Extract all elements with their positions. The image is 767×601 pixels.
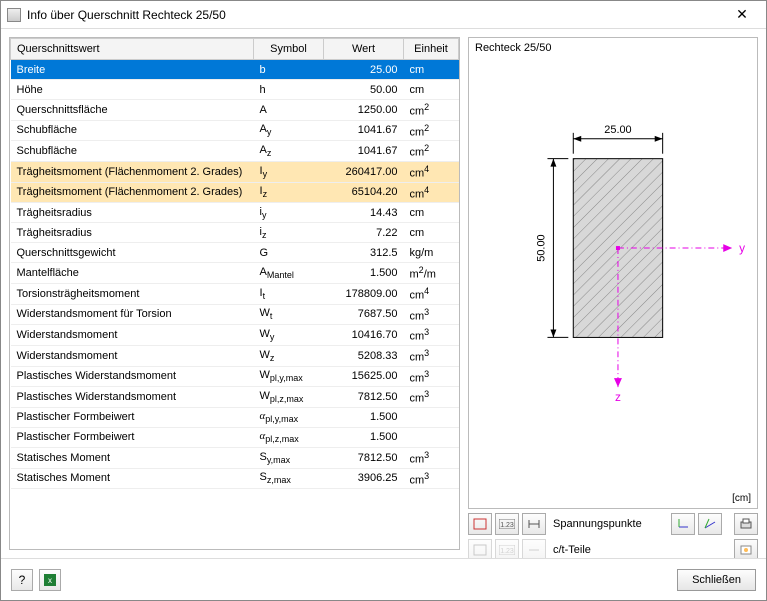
- table-row[interactable]: QuerschnittsflächeA1250.00cm2: [11, 100, 459, 121]
- col-symbol-header[interactable]: Symbol: [254, 39, 324, 60]
- window: Info über Querschnitt Rechteck 25/50 ✕ Q…: [0, 0, 767, 601]
- dim-width: 25.00: [604, 124, 631, 136]
- close-button[interactable]: Schließen: [677, 569, 756, 591]
- tool-extent-icon[interactable]: [468, 513, 492, 535]
- section-preview: Rechteck 25/50: [468, 37, 758, 509]
- tool-extent2-icon: [468, 539, 492, 558]
- toolbar-label-2: c/t-Teile: [553, 544, 731, 556]
- table-row[interactable]: Plastischer Formbeiwertαpl,y,max1.500: [11, 407, 459, 427]
- table-row[interactable]: TorsionsträgheitsmomentIt178809.00cm4: [11, 283, 459, 304]
- tool-dim2-icon: [522, 539, 546, 558]
- table-row[interactable]: WiderstandsmomentWz5208.33cm3: [11, 345, 459, 366]
- svg-text:x: x: [48, 576, 52, 585]
- tool-print-icon[interactable]: [734, 513, 758, 535]
- table-row[interactable]: Trägheitsradiusiz7.22cm: [11, 223, 459, 243]
- tool-axes2-icon[interactable]: [698, 513, 722, 535]
- col-value-header[interactable]: Wert: [324, 39, 404, 60]
- table-row[interactable]: MantelflächeAMantel1.500m2/m: [11, 263, 459, 284]
- content: Querschnittswert Symbol Wert Einheit Bre…: [1, 29, 766, 558]
- table-row[interactable]: Statisches MomentSy,max7812.50cm3: [11, 447, 459, 468]
- properties-panel: Querschnittswert Symbol Wert Einheit Bre…: [9, 37, 460, 550]
- excel-export-button[interactable]: x: [39, 569, 61, 591]
- help-button[interactable]: ?: [11, 569, 33, 591]
- axis-z-label: z: [615, 390, 621, 404]
- toolbar-row-2: 1.23 c/t-Teile: [468, 539, 758, 558]
- toolbar-row-1: 1.23 Spannungspunkte: [468, 513, 758, 535]
- col-unit-header[interactable]: Einheit: [404, 39, 459, 60]
- tool-values-icon[interactable]: 1.23: [495, 513, 519, 535]
- tool-axes-icon[interactable]: [671, 513, 695, 535]
- titlebar: Info über Querschnitt Rechteck 25/50 ✕: [1, 1, 766, 29]
- close-icon[interactable]: ✕: [724, 6, 760, 23]
- table-row[interactable]: Trägheitsmoment (Flächenmoment 2. Grades…: [11, 161, 459, 182]
- properties-table-wrap[interactable]: Querschnittswert Symbol Wert Einheit Bre…: [10, 38, 459, 549]
- properties-table: Querschnittswert Symbol Wert Einheit Bre…: [10, 38, 459, 489]
- right-panel: Rechteck 25/50: [468, 37, 758, 550]
- section-svg: 25.00 50.00 y z: [469, 38, 757, 508]
- toolbar-label-1: Spannungspunkte: [553, 518, 668, 530]
- axis-y-label: y: [739, 241, 745, 255]
- table-row[interactable]: Statisches MomentSz,max3906.25cm3: [11, 468, 459, 489]
- table-row[interactable]: SchubflächeAy1041.67cm2: [11, 120, 459, 141]
- tool-values2-icon: 1.23: [495, 539, 519, 558]
- table-row[interactable]: Trägheitsradiusiy14.43cm: [11, 203, 459, 223]
- table-row[interactable]: Trägheitsmoment (Flächenmoment 2. Grades…: [11, 182, 459, 203]
- table-row[interactable]: Plastisches WiderstandsmomentWpl,y,max15…: [11, 366, 459, 387]
- app-icon: [7, 8, 21, 22]
- tool-dim-icon[interactable]: [522, 513, 546, 535]
- preview-title: Rechteck 25/50: [475, 42, 551, 54]
- preview-unit: [cm]: [732, 493, 751, 504]
- table-row[interactable]: Widerstandsmoment für TorsionWt7687.50cm…: [11, 304, 459, 325]
- dim-height: 50.00: [535, 234, 547, 261]
- svg-text:1.23: 1.23: [500, 522, 514, 529]
- table-row[interactable]: Breiteb25.00cm: [11, 60, 459, 80]
- window-title: Info über Querschnitt Rechteck 25/50: [27, 8, 724, 22]
- table-row[interactable]: QuerschnittsgewichtG312.5kg/m: [11, 243, 459, 263]
- table-row[interactable]: Höheh50.00cm: [11, 80, 459, 100]
- table-row[interactable]: Plastisches WiderstandsmomentWpl,z,max78…: [11, 387, 459, 408]
- table-row[interactable]: Plastischer Formbeiwertαpl,z,max1.500: [11, 427, 459, 447]
- tool-export-icon[interactable]: [734, 539, 758, 558]
- table-row[interactable]: SchubflächeAz1041.67cm2: [11, 141, 459, 162]
- col-name-header[interactable]: Querschnittswert: [11, 39, 254, 60]
- footer: ? x Schließen: [1, 558, 766, 600]
- svg-text:1.23: 1.23: [500, 548, 514, 555]
- table-row[interactable]: WiderstandsmomentWy10416.70cm3: [11, 325, 459, 346]
